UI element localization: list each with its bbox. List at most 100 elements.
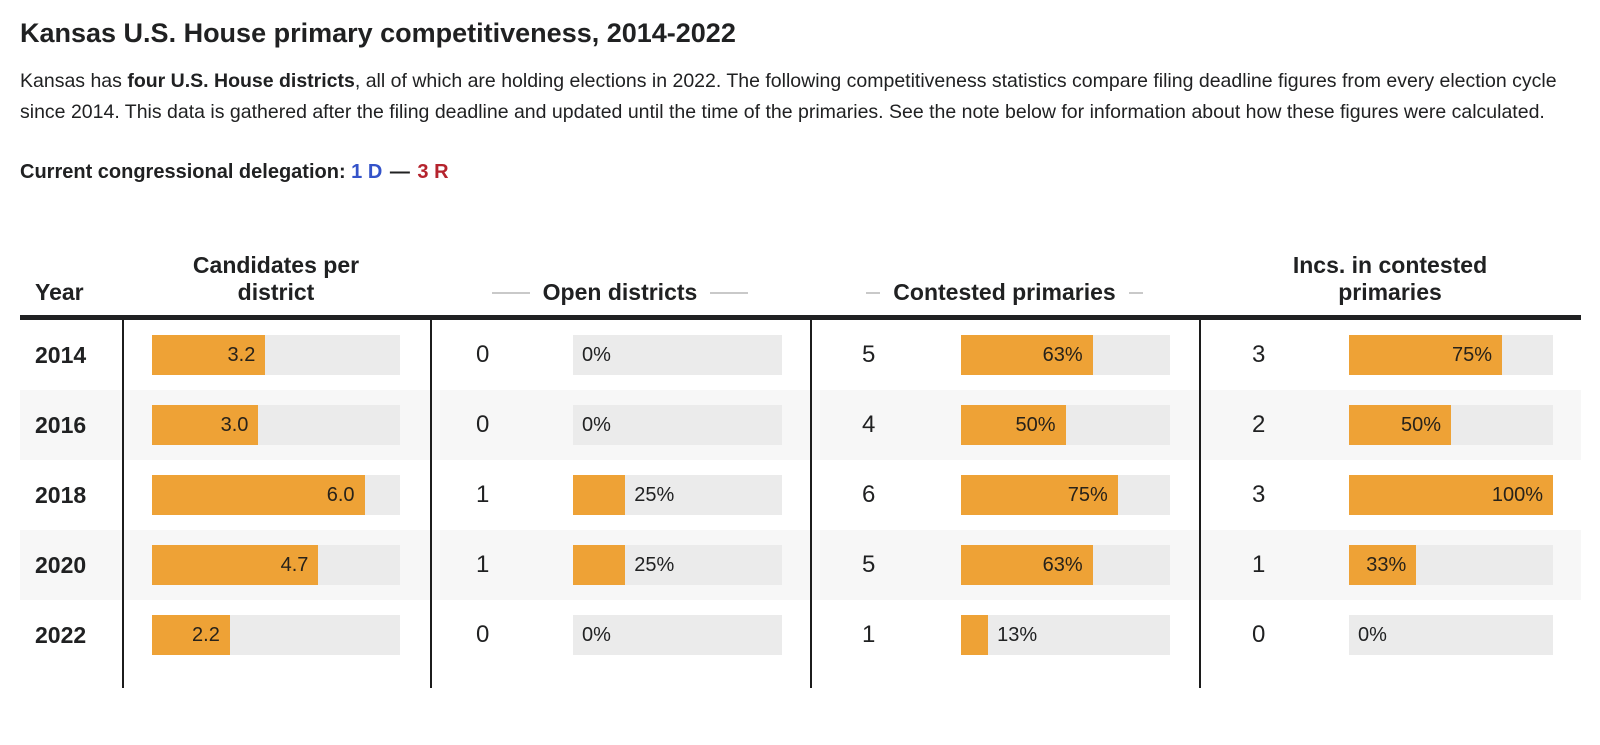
- bar-fill: 3.2: [152, 335, 266, 375]
- year-cell: 2016: [35, 412, 87, 438]
- bar-track: 0%: [573, 615, 782, 655]
- bar-track: 25%: [573, 475, 782, 515]
- bar-track: 25%: [573, 545, 782, 585]
- incs-in-contested-primaries-cell: 3 75%: [1199, 320, 1581, 390]
- count-value: 1: [476, 481, 490, 508]
- header-dash-right: [710, 291, 749, 294]
- table-header-row: Year Candidates per district Open distri…: [20, 224, 1581, 320]
- bar-value-label: 0%: [582, 623, 611, 646]
- bar-value-label: 25%: [634, 483, 675, 506]
- bar-value-label: 4.7: [280, 554, 309, 576]
- open-districts-cell: 0 0%: [430, 600, 810, 670]
- bar-value-label: 2.2: [192, 624, 220, 646]
- contested-primaries-cell: 6 75%: [810, 460, 1199, 530]
- header-dash-left: [491, 291, 530, 294]
- bar-value-label: 75%: [1451, 344, 1492, 366]
- bar-fill: 50%: [1349, 405, 1451, 445]
- table-row-2014: 2014 3.2 0 0% 5 63% 3 75%: [20, 320, 1581, 390]
- bar-fill: 75%: [1349, 335, 1502, 375]
- count-value: 1: [476, 551, 490, 578]
- intro-paragraph: Kansas has four U.S. House districts, al…: [20, 66, 1580, 128]
- bar-track: 75%: [1349, 335, 1553, 375]
- bar-value-label: 75%: [1067, 484, 1108, 506]
- year-cell: 2018: [35, 482, 87, 508]
- count-value: 2: [1252, 411, 1266, 438]
- incs-in-contested-primaries-cell: 0 0%: [1199, 600, 1581, 670]
- bar-track: 63%: [961, 545, 1170, 585]
- header-dash-left: [866, 291, 881, 294]
- year-cell: 2020: [35, 552, 87, 578]
- year-cell: 2014: [35, 342, 87, 368]
- bar-fill: 63%: [961, 335, 1093, 375]
- bar-track: 50%: [961, 405, 1170, 445]
- contested-primaries-cell: 5 63%: [810, 320, 1199, 390]
- count-value: 6: [862, 481, 876, 508]
- bar-value-label: 63%: [1042, 344, 1083, 366]
- table-row-2018: 2018 6.0 1 25% 6 75% 3 100%: [20, 460, 1581, 530]
- table-row-2022: 2022 2.2 0 0% 1 13% 0 0%: [20, 600, 1581, 670]
- bar-fill: [961, 615, 989, 655]
- bar-value-label: 0%: [582, 413, 611, 436]
- bar-value-label: 0%: [582, 343, 611, 366]
- bar-fill: 4.7: [152, 545, 319, 585]
- count-value: 0: [476, 341, 490, 368]
- intro-text-before: Kansas has: [20, 70, 128, 92]
- count-value: 4: [862, 411, 876, 438]
- bar-fill: [573, 475, 626, 515]
- bar-value-label: 50%: [1400, 414, 1441, 436]
- intro-text-after: , all of which are holding elections in …: [20, 70, 1557, 123]
- bar-track: 63%: [961, 335, 1170, 375]
- count-value: 3: [1252, 341, 1266, 368]
- header-year: Year: [35, 279, 84, 305]
- bar-track: 4.7: [152, 545, 400, 585]
- bar-value-label: 33%: [1366, 554, 1407, 576]
- bar-track: 50%: [1349, 405, 1553, 445]
- bar-fill: 3.0: [152, 405, 259, 445]
- contested-primaries-cell: 5 63%: [810, 530, 1199, 600]
- bar-track: 3.0: [152, 405, 400, 445]
- bar-track: 0%: [573, 335, 782, 375]
- bar-fill: 2.2: [152, 615, 230, 655]
- bar-value-label: 13%: [997, 623, 1038, 646]
- bar-fill: 100%: [1349, 475, 1553, 515]
- header-incs-in-contested-primaries: Incs. in contested primaries: [1292, 252, 1488, 305]
- page-title: Kansas U.S. House primary competitivenes…: [20, 18, 736, 48]
- count-value: 0: [1252, 621, 1266, 648]
- count-value: 5: [862, 341, 876, 368]
- delegation-label: Current congressional delegation:: [20, 161, 346, 183]
- count-value: 0: [476, 621, 490, 648]
- open-districts-cell: 1 25%: [430, 530, 810, 600]
- candidates-per-district-cell: 3.0: [122, 390, 430, 460]
- table-body: 2014 3.2 0 0% 5 63% 3 75% 2016 3.0 0 0% 4 50% 2 50% 2018…: [20, 320, 1581, 670]
- count-value: 1: [1252, 551, 1266, 578]
- count-value: 5: [862, 551, 876, 578]
- bar-fill: 6.0: [152, 475, 365, 515]
- incs-in-contested-primaries-cell: 2 50%: [1199, 390, 1581, 460]
- header-open-districts: Open districts: [430, 279, 810, 315]
- bar-fill: 75%: [961, 475, 1118, 515]
- header-candidates-per-district: Candidates per district: [192, 252, 360, 305]
- bar-track: 0%: [573, 405, 782, 445]
- open-districts-cell: 1 25%: [430, 460, 810, 530]
- bar-fill: 63%: [961, 545, 1093, 585]
- bar-track: 0%: [1349, 615, 1553, 655]
- bar-value-label: 50%: [1015, 414, 1056, 436]
- contested-primaries-cell: 1 13%: [810, 600, 1199, 670]
- bar-track: 2.2: [152, 615, 400, 655]
- bar-track: 3.2: [152, 335, 400, 375]
- count-value: 0: [476, 411, 490, 438]
- bar-value-label: 25%: [634, 553, 675, 576]
- bar-fill: 33%: [1349, 545, 1417, 585]
- intro-bold-text: four U.S. House districts: [127, 70, 355, 92]
- bar-value-label: 6.0: [326, 484, 355, 506]
- competitiveness-table: Year Candidates per district Open distri…: [20, 224, 1581, 688]
- open-districts-cell: 0 0%: [430, 390, 810, 460]
- incs-in-contested-primaries-cell: 1 33%: [1199, 530, 1581, 600]
- header-dash-right: [1128, 291, 1143, 294]
- bar-track: 75%: [961, 475, 1170, 515]
- table-row-2016: 2016 3.0 0 0% 4 50% 2 50%: [20, 390, 1581, 460]
- count-value: 3: [1252, 481, 1266, 508]
- candidates-per-district-cell: 6.0: [122, 460, 430, 530]
- header-contested-primaries: Contested primaries: [810, 279, 1199, 315]
- open-districts-cell: 0 0%: [430, 320, 810, 390]
